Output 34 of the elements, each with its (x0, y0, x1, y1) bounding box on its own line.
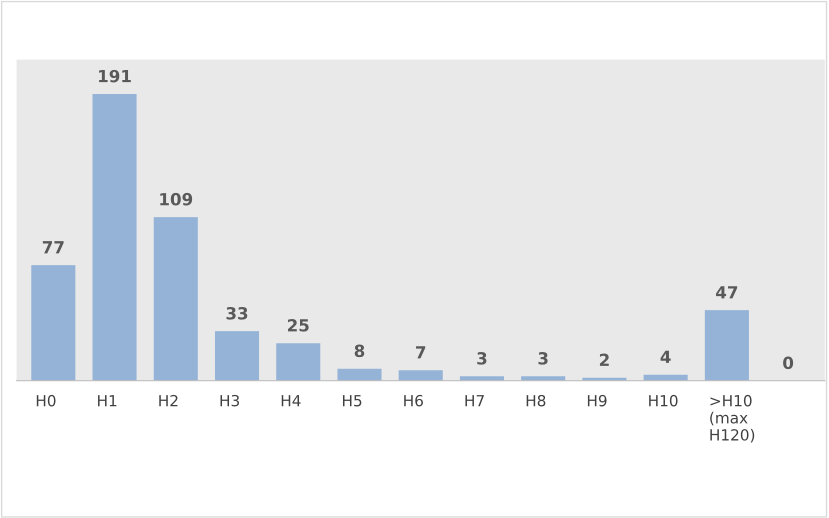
bar (154, 217, 198, 381)
data-label: 3 (538, 352, 548, 365)
bar (644, 374, 688, 381)
data-label: 0 (783, 356, 794, 370)
x-tick-label: H7 (465, 395, 484, 406)
data-label: 25 (288, 319, 309, 332)
data-label: 191 (99, 70, 131, 82)
x-tick-label: >H10 (max H120) (710, 394, 754, 442)
data-label: 77 (42, 241, 64, 254)
data-label: 4 (660, 350, 671, 363)
bar (276, 343, 320, 381)
x-tick-label: H3 (220, 394, 240, 406)
x-tick-label: H5 (342, 395, 362, 406)
x-tick-label: H0 (36, 394, 56, 406)
x-tick-label: H8 (526, 394, 546, 406)
x-tick-label: H6 (404, 394, 423, 406)
data-label: 47 (716, 286, 738, 298)
bar (337, 368, 382, 381)
bar (31, 265, 76, 381)
data-label: 7 (416, 346, 426, 358)
data-label: 2 (600, 354, 609, 366)
bar (398, 370, 443, 381)
data-label: 3 (477, 352, 486, 365)
bar (214, 331, 260, 381)
x-tick-label: H10 (649, 394, 678, 406)
data-label: 109 (160, 192, 192, 206)
bar (92, 94, 137, 381)
x-tick-label: H2 (159, 394, 178, 406)
x-tick-label: H4 (282, 395, 301, 406)
x-tick-label: H1 (98, 395, 116, 406)
x-tick-label: H9 (588, 394, 607, 406)
bar (704, 310, 749, 381)
data-label: 8 (354, 344, 364, 358)
data-label: 33 (226, 307, 248, 320)
